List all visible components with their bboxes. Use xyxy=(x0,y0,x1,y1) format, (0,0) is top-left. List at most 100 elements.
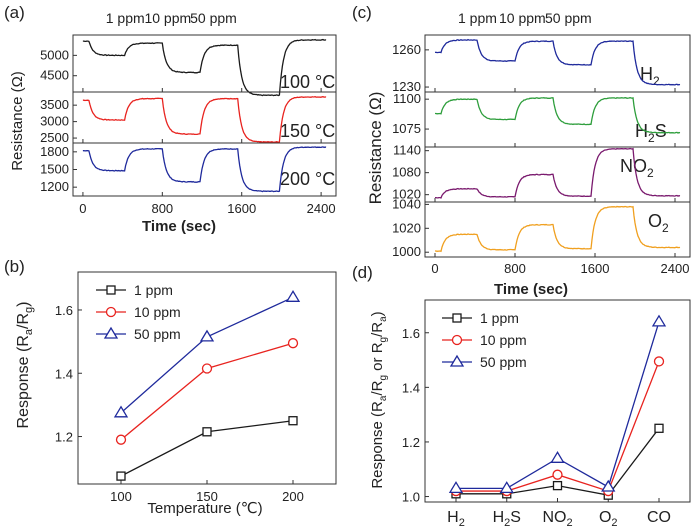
panel-d-ytick-label-3: 1.4 xyxy=(402,380,420,395)
panel-b-xtick-label-2: 150 xyxy=(196,489,218,504)
panel-b-chart: Temperature (℃) Response (Ra/Rg) 1.2 1.4 1… xyxy=(15,271,337,517)
panel-a-xtick-label-4: 2400 xyxy=(307,201,336,216)
panel-c-xtick-label-4: 2400 xyxy=(661,261,690,276)
panel-d-xtick-label-2: H2S xyxy=(493,509,521,528)
panel-d-legend-marker-3 xyxy=(449,354,465,367)
panel-d-xtick-label-1: H2 xyxy=(447,509,465,528)
panel-c-sub-label-4: O2 xyxy=(648,211,669,235)
panel-a-ytick-label-1-1: 4500 xyxy=(40,68,69,83)
panel-d-legend-label-3: 50 ppm xyxy=(480,354,527,370)
panel-b-legend-marker-1 xyxy=(106,285,116,295)
panel-a-sub-label-2: 150 °C xyxy=(280,121,335,141)
panel-a-annotation-3: 50 ppm xyxy=(190,10,237,26)
panel-b-point-3-3 xyxy=(285,290,301,302)
panel-d-xtick-label-3: NO2 xyxy=(542,509,572,528)
panel-d-point-3-2 xyxy=(499,481,514,494)
panel-a-series-line-3 xyxy=(82,146,327,193)
panel-b-legend-label-3: 50 ppm xyxy=(134,326,181,342)
panel-label-b: (b) xyxy=(4,257,25,276)
panel-b-ytick-label-2: 1.4 xyxy=(55,366,73,381)
panel-a-ytick-label-1-2: 5000 xyxy=(40,47,69,62)
panel-c-sub-label-3: NO2 xyxy=(620,156,654,180)
panel-a-sub-label-1: 100 °C xyxy=(280,72,335,92)
panel-c-ytick-label-4-1: 1000 xyxy=(392,244,421,259)
panel-label-d: (d) xyxy=(352,263,373,282)
panel-label-c: (c) xyxy=(352,3,372,22)
panel-a-ytick-label-2-2: 3000 xyxy=(40,114,69,129)
panel-b-ytick-label-3: 1.6 xyxy=(55,303,73,318)
panel-d-chart: Response (Ra/Rg or Rg/Ra) 1.0 1.2 1.4 1.6 H2… xyxy=(369,299,691,528)
panel-d-point-3-4 xyxy=(601,479,616,492)
panel-c-xtick-label-2: 800 xyxy=(504,261,526,276)
panel-d-legend-marker-1 xyxy=(452,313,462,323)
panel-b-xtick-label-1: 100 xyxy=(110,489,132,504)
panel-c-annotation-1: 1 ppm xyxy=(458,10,497,26)
panel-d-point-2-3 xyxy=(552,469,563,480)
panel-b-x-axis-label: Temperature (℃) xyxy=(147,500,262,517)
panel-d-point-1-5 xyxy=(654,423,664,433)
panel-d-legend-marker-2 xyxy=(451,334,463,346)
panel-c-ytick-label-2-1: 1075 xyxy=(392,121,421,136)
panel-a-xtick-label-3: 1600 xyxy=(227,201,256,216)
panel-c-series-line-3 xyxy=(435,147,681,199)
panel-c-ytick-label-3-1: 1020 xyxy=(392,187,421,202)
panel-c-xtick-label-3: 1600 xyxy=(581,261,610,276)
panel-c-sub-label-2: H2S xyxy=(635,121,667,145)
panel-a-ytick-label-2-3: 3500 xyxy=(40,97,69,112)
panel-c-series-line-1 xyxy=(434,38,681,86)
panel-b-point-3-1 xyxy=(113,405,129,418)
panel-d-legend-label-1: 1 ppm xyxy=(480,310,519,326)
panel-a-y-axis-label: Resistance (Ω) xyxy=(9,71,26,171)
panel-a-chart: 1 ppm 10 ppm 50 ppm 100 °C 150 °C 200 °C… xyxy=(9,10,337,235)
panel-a-ytick-label-3-2: 1500 xyxy=(40,162,69,177)
panel-c-sub-label-1: H2 xyxy=(640,64,660,88)
panel-a-xtick-label-2: 800 xyxy=(151,201,173,216)
panel-d-xtick-label-5: CO xyxy=(647,509,671,526)
panel-c-series-line-2 xyxy=(435,96,681,134)
panel-b-point-3-2 xyxy=(199,329,215,342)
panel-c-subplot-frame-4 xyxy=(424,201,691,258)
panel-c-ytick-label-3-3: 1140 xyxy=(393,143,421,158)
panel-b-legend-label-2: 10 ppm xyxy=(134,304,181,320)
panel-c-ytick-label-1-2: 1260 xyxy=(392,42,421,57)
panel-d-point-3-5 xyxy=(651,314,667,327)
panel-c-ytick-label-2-2: 1100 xyxy=(393,91,421,106)
panel-b-legend-label-1: 1 ppm xyxy=(134,282,173,298)
panel-b-point-1-2 xyxy=(202,427,212,437)
panel-d-point-3-3 xyxy=(550,451,565,463)
panel-c-xtick-label-1: 0 xyxy=(431,261,438,276)
panel-c-ytick-label-4-3: 1040 xyxy=(392,196,421,211)
panel-a-annotation-1: 1 ppm xyxy=(106,10,145,26)
panel-c-ytick-label-4-2: 1020 xyxy=(392,220,421,235)
panel-d-ytick-label-4: 1.6 xyxy=(402,326,420,341)
panel-b-point-1-3 xyxy=(288,416,298,426)
panel-c-annotation-2: 10 ppm xyxy=(499,10,546,26)
panel-c-ytick-label-1-1: 1230 xyxy=(392,79,421,94)
panel-a-ytick-label-3-1: 1200 xyxy=(40,179,69,194)
panel-a-xtick-label-1: 0 xyxy=(79,201,86,216)
panel-c-x-axis-label: Time (sec) xyxy=(494,281,568,298)
panel-a-ytick-label-3-3: 1800 xyxy=(40,144,69,159)
panel-d-xtick-label-4: O2 xyxy=(599,509,618,528)
panel-b-frame xyxy=(77,271,337,485)
panel-b-point-1-1 xyxy=(116,471,126,481)
panel-c-ytick-label-3-2: 1080 xyxy=(392,165,421,180)
panel-b-legend-marker-3 xyxy=(103,326,119,339)
panel-a-series-line-1 xyxy=(82,38,327,97)
panel-a-sub-label-3: 200 °C xyxy=(280,169,335,189)
panel-a-ytick-label-2-1: 2500 xyxy=(40,130,69,145)
panel-label-a: (a) xyxy=(4,3,25,22)
panel-b-series-line-2 xyxy=(120,342,294,441)
panel-d-point-1-3 xyxy=(552,480,563,491)
panel-c-annotation-3: 50 ppm xyxy=(545,10,592,26)
panel-b-legend-marker-2 xyxy=(105,306,117,318)
panel-b-ytick-label-1: 1.2 xyxy=(55,430,73,445)
panel-d-ytick-label-2: 1.2 xyxy=(402,435,420,450)
panel-d-y-axis-label: Response (Ra/Rg or Rg/Ra) xyxy=(369,311,389,488)
panel-b-point-2-1 xyxy=(115,434,127,445)
panel-d-point-3-1 xyxy=(448,481,464,494)
panel-c-series-line-4 xyxy=(435,205,681,253)
panel-b-xtick-label-3: 200 xyxy=(282,489,304,504)
panel-b-point-2-3 xyxy=(287,338,299,349)
